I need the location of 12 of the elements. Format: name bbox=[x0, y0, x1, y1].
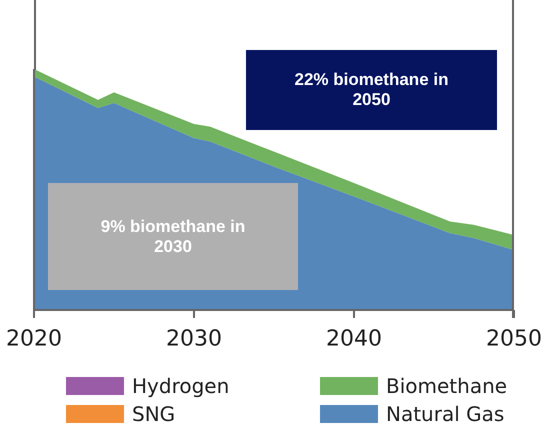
annotation: 9% biomethane in 2030 bbox=[100, 216, 246, 256]
x-tick-label: 2040 bbox=[326, 326, 382, 352]
x-tick-label: 2050 bbox=[486, 326, 542, 352]
text-box: 22% biomethane in 2050 bbox=[246, 50, 497, 130]
x-tick-label: 2030 bbox=[166, 326, 222, 352]
x-tick-label: 2020 bbox=[6, 326, 62, 352]
legend-label: Hydrogen bbox=[132, 374, 230, 398]
legend-label: Natural Gas bbox=[386, 402, 504, 426]
legend-label: Biomethane bbox=[386, 374, 508, 398]
text-box: 9% biomethane in 2030 bbox=[48, 183, 298, 290]
annotation: 22% biomethane in 2050 bbox=[294, 70, 450, 110]
legend-label: SNG bbox=[132, 402, 176, 426]
